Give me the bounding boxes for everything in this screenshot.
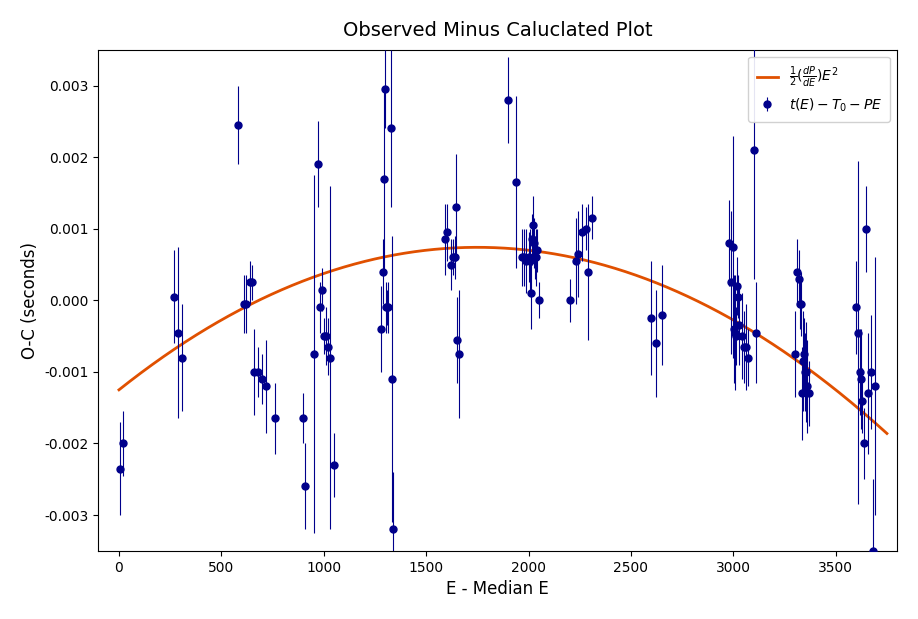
$\frac{1}{2}(\frac{dP}{dE})E^2$	[472, 244, 483, 251]
$\frac{1}{2}(\frac{dP}{dE})E^2$	[466, 244, 477, 251]
$\frac{1}{2}(\frac{dP}{dE})E^2$	[487, 244, 498, 251]
$\frac{1}{2}(\frac{dP}{dE})E^2$	[881, 430, 892, 437]
Y-axis label: O-C (seconds): O-C (seconds)	[21, 242, 39, 359]
Line: $\frac{1}{2}(\frac{dP}{dE})E^2$: $\frac{1}{2}(\frac{dP}{dE})E^2$	[119, 248, 887, 433]
Legend: $\frac{1}{2}(\frac{dP}{dE})E^2$, $t(E) - T_0 - PE$: $\frac{1}{2}(\frac{dP}{dE})E^2$, $t(E) -…	[748, 57, 890, 122]
Title: Observed Minus Caluclated Plot: Observed Minus Caluclated Plot	[343, 21, 653, 40]
X-axis label: E - Median E: E - Median E	[446, 580, 549, 598]
$\frac{1}{2}(\frac{dP}{dE})E^2$	[719, 311, 730, 319]
$\frac{1}{2}(\frac{dP}{dE})E^2$	[152, 357, 163, 364]
$\frac{1}{2}(\frac{dP}{dE})E^2$	[859, 410, 870, 418]
$\frac{1}{2}(\frac{dP}{dE})E^2$	[114, 386, 125, 394]
$\frac{1}{2}(\frac{dP}{dE})E^2$	[859, 410, 870, 417]
